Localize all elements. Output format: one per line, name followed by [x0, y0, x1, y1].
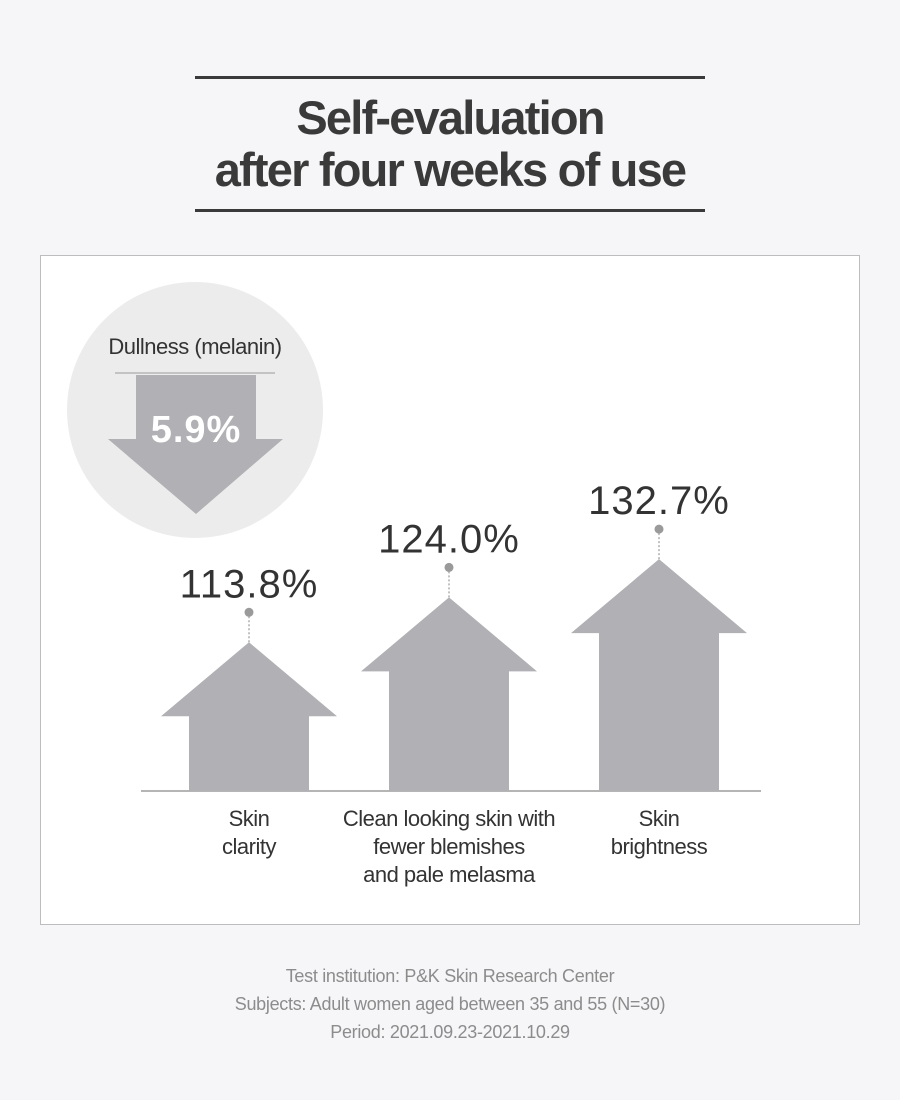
- bar-marker-dot: [244, 607, 254, 617]
- category-label: Skin clarity: [222, 806, 276, 859]
- category-label-line: Clean looking skin with: [343, 806, 555, 831]
- bar-value-label: 132.7%: [588, 479, 730, 523]
- footer-institution: Test institution: P&K Skin Research Cent…: [285, 966, 615, 986]
- chart-panel: Dullness (melanin) 5.9% 113.8% 124.0% 132.…: [40, 255, 860, 925]
- study-footer: Test institution: P&K Skin Research Cent…: [0, 962, 900, 1046]
- category-label-line: Skin: [639, 806, 680, 831]
- category-label-line: and pale melasma: [363, 862, 536, 887]
- category-label: Skin brightness: [611, 806, 708, 859]
- category-label: Clean looking skin with fewer blemishes an…: [343, 806, 555, 887]
- title-line-1: Self-evaluation: [296, 91, 605, 144]
- bar-value-label: 113.8%: [180, 562, 319, 606]
- bar-marker-dot: [654, 524, 664, 534]
- bar-value-label: 124.0%: [378, 517, 520, 561]
- category-label-line: Skin: [229, 806, 270, 831]
- footer-period: Period: 2021.09.23-2021.10.29: [330, 1022, 570, 1042]
- category-label-line: clarity: [222, 834, 276, 859]
- dullness-label: Dullness (melanin): [108, 334, 281, 359]
- chart-svg: Dullness (melanin) 5.9% 113.8% 124.0% 132.…: [67, 282, 761, 887]
- dullness-value: 5.9%: [151, 409, 242, 451]
- bar-arrow: [161, 642, 337, 791]
- bar-group: 132.7%: [571, 479, 747, 791]
- dullness-badge: Dullness (melanin) 5.9%: [67, 282, 323, 538]
- bar-series: 113.8% 124.0% 132.7%: [161, 479, 747, 791]
- chart-title: Self-evaluation after four weeks of use: [195, 76, 705, 212]
- bar-arrow: [361, 597, 537, 791]
- bar-arrow: [571, 559, 747, 791]
- bar-group: 113.8%: [161, 562, 337, 791]
- title-line-2: after four weeks of use: [214, 143, 687, 196]
- footer-subjects: Subjects: Adult women aged between 35 an…: [234, 994, 666, 1014]
- bar-marker-dot: [444, 562, 454, 572]
- category-labels: Skin clarity Clean looking skin with fewer …: [222, 806, 708, 887]
- category-label-line: brightness: [611, 834, 708, 859]
- down-arrow-icon: [108, 375, 283, 514]
- category-label-line: fewer blemishes: [373, 834, 525, 859]
- bar-group: 124.0%: [361, 517, 537, 791]
